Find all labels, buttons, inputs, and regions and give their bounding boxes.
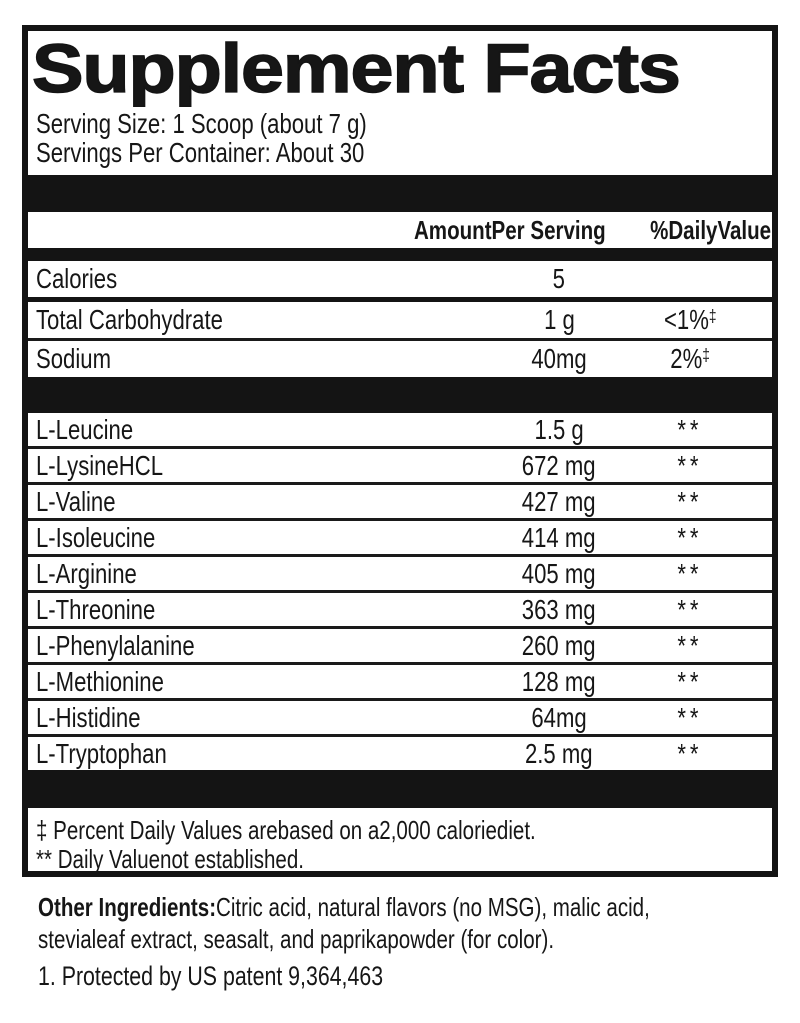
nutrient-row: L-Tryptophan 2.5 mg ** (28, 737, 772, 770)
nutrient-daily-value: ** (677, 737, 703, 769)
nutrient-amount: 427 mg (522, 485, 596, 517)
separator-bar-mid (28, 377, 772, 413)
row-divider (28, 446, 772, 449)
row-divider (28, 626, 772, 629)
nutrient-row: Sodium 40mg 2%‡ (28, 341, 772, 377)
footnote-dv-not-established: ** Daily Valuenot established. (36, 844, 304, 874)
nutrient-row: L-Phenylalanine 260 mg ** (28, 629, 772, 662)
daily-value-dagger: ‡ (702, 345, 710, 365)
nutrient-amount: 672 mg (522, 449, 596, 481)
supplement-facts-panel: Supplement Facts Serving Size: 1 Scoop (… (22, 25, 778, 877)
patent-note: 1. Protected by US patent 9,364,463 (38, 961, 384, 991)
row-divider (28, 590, 772, 593)
nutrient-name: L-LysineHCL (36, 449, 164, 481)
nutrient-daily-value: ** (677, 593, 703, 625)
serving-info: Serving Size: 1 Scoop (about 7 g) Servin… (36, 109, 772, 167)
row-divider (28, 518, 772, 521)
nutrient-amount: 1.5 g (534, 413, 584, 445)
servings-per-container-line: Servings Per Container: About 30 (36, 137, 365, 168)
nutrient-name: L-Methionine (36, 665, 164, 697)
nutrient-name: L-Phenylalanine (36, 629, 195, 661)
nutrient-row: L-Histidine 64mg ** (28, 701, 772, 734)
nutrient-name: Calories (36, 263, 118, 294)
amino-acid-rows: L-Leucine 1.5 g ** L-LysineHCL 672 mg **… (28, 413, 772, 770)
nutrient-row: L-Methionine 128 mg ** (28, 665, 772, 698)
nutrient-daily-value: ** (677, 665, 703, 697)
row-divider (28, 297, 772, 302)
nutrient-daily-value: ** (677, 629, 703, 661)
nutrient-row: L-Leucine 1.5 g ** (28, 413, 772, 446)
row-divider (28, 482, 772, 485)
separator-bar-bottom (28, 770, 772, 808)
nutrient-amount: 64mg (531, 701, 587, 733)
nutrient-row: L-LysineHCL 672 mg ** (28, 449, 772, 482)
row-divider (28, 698, 772, 701)
nutrient-daily-value: ** (677, 485, 703, 517)
nutrient-name: L-Arginine (36, 557, 137, 589)
nutrient-row: L-Threonine 363 mg ** (28, 593, 772, 626)
daily-value-dagger: ‡ (708, 306, 717, 326)
nutrient-amount: 405 mg (522, 557, 596, 589)
nutrient-daily-value: ** (677, 413, 703, 445)
nutrient-name: L-Valine (36, 485, 116, 517)
nutrient-row: L-Isoleucine 414 mg ** (28, 521, 772, 554)
separator-bar-thin (28, 248, 772, 261)
nutrient-amount: 363 mg (522, 593, 596, 625)
panel-title: Supplement Facts (31, 30, 681, 107)
nutrient-name: Total Carbohydrate (36, 304, 223, 335)
amount-per-serving-header: AmountPer Serving (414, 214, 606, 245)
nutrient-name: L-Histidine (36, 701, 141, 733)
nutrient-name: L-Tryptophan (36, 737, 167, 769)
nutrient-amount: 40mg (531, 343, 587, 374)
nutrient-rows: Calories 5 Total Carbohydrate 1 g <1%‡ S… (28, 261, 772, 377)
nutrient-daily-value: ** (677, 701, 703, 733)
nutrient-name: L-Threonine (36, 593, 156, 625)
row-divider (28, 338, 772, 341)
separator-bar-top (28, 175, 772, 212)
nutrient-amount: 5 (552, 263, 566, 294)
nutrient-row: Calories 5 (28, 261, 772, 297)
nutrient-name: L-Isoleucine (36, 521, 156, 553)
other-ingredients: Other Ingredients:Citric acid, natural f… (38, 891, 788, 955)
serving-size-line: Serving Size: 1 Scoop (about 7 g) (36, 108, 367, 139)
nutrient-row: L-Valine 427 mg ** (28, 485, 772, 518)
percent-daily-value-header: %DailyValue (650, 214, 772, 245)
nutrient-row: L-Arginine 405 mg ** (28, 557, 772, 590)
nutrient-name: L-Leucine (36, 413, 134, 445)
nutrient-daily-value: 2% (670, 343, 703, 374)
nutrient-name: Sodium (36, 343, 112, 374)
nutrient-daily-value: ** (677, 557, 703, 589)
nutrient-row: Total Carbohydrate 1 g <1%‡ (28, 302, 772, 338)
row-divider (28, 554, 772, 557)
nutrient-amount: 1 g (543, 304, 575, 335)
nutrient-daily-value: ** (677, 521, 703, 553)
nutrient-amount: 414 mg (522, 521, 596, 553)
nutrient-daily-value: ** (677, 449, 703, 481)
other-ingredients-label: Other Ingredients: (38, 892, 217, 922)
other-ingredients-line2: stevialeaf extract, seasalt, and paprika… (38, 924, 555, 954)
column-header-row: AmountPer Serving %DailyValue (28, 212, 772, 248)
footnote-daily-value-basis: ‡ Percent Daily Values arebased on a2,00… (36, 815, 536, 845)
other-ingredients-line1: Other Ingredients:Citric acid, natural f… (38, 891, 788, 923)
row-divider (28, 734, 772, 737)
nutrient-amount: 128 mg (522, 665, 596, 697)
row-divider (28, 662, 772, 665)
nutrient-amount: 2.5 mg (525, 737, 593, 769)
nutrient-amount: 260 mg (522, 629, 596, 661)
footnotes: ‡ Percent Daily Values arebased on a2,00… (28, 808, 772, 874)
other-ingredients-text: Citric acid, natural flavors (no MSG), m… (216, 892, 650, 922)
nutrient-daily-value: <1% (663, 304, 709, 335)
